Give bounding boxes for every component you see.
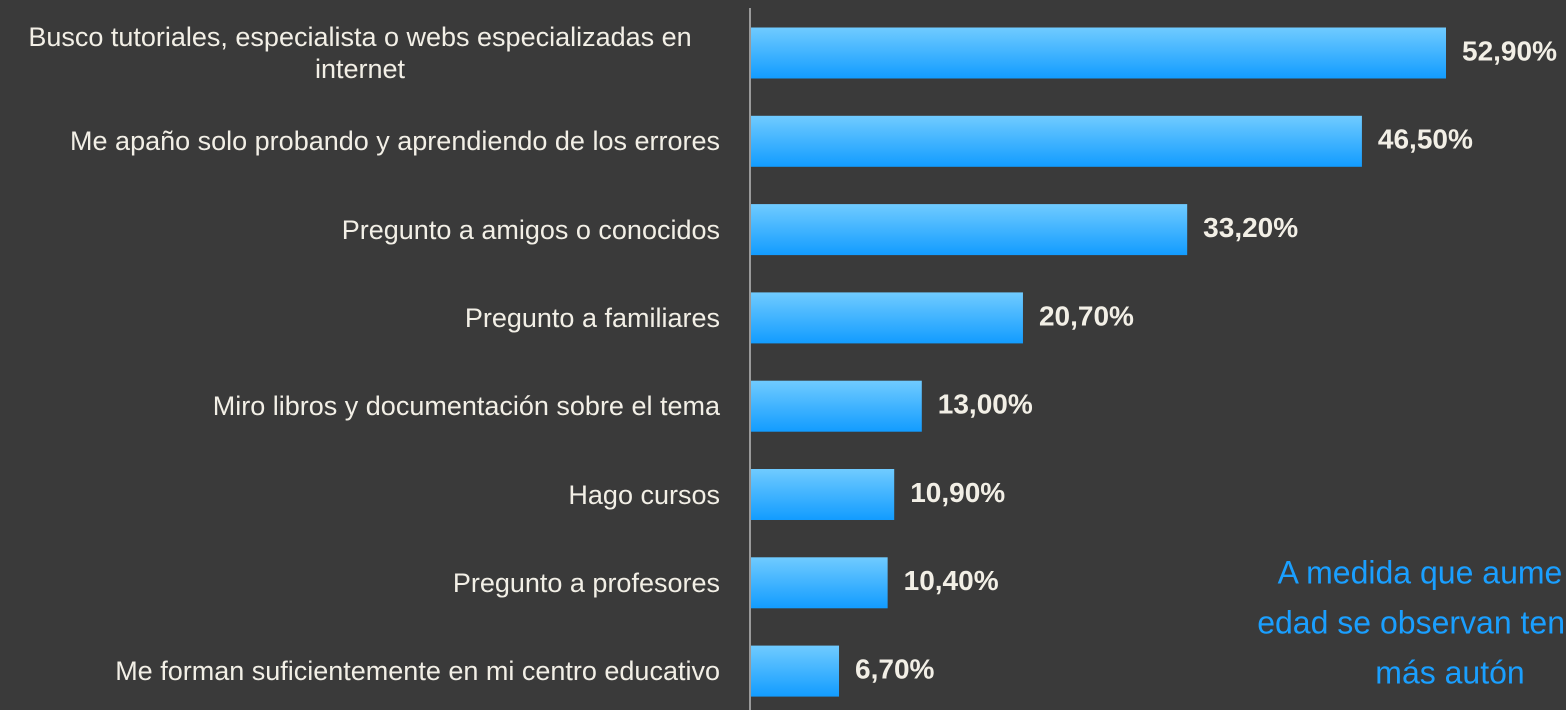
annotation: edad se observan tend [1257, 604, 1566, 640]
category-label: Miro libros y documentación sobre el tem… [212, 391, 720, 422]
value-label: 10,40% [904, 565, 999, 596]
bar [751, 557, 888, 609]
category-label: Pregunto a profesores [452, 567, 720, 598]
value-label: 20,70% [1039, 300, 1134, 331]
category-label: Busco tutoriales, especialista o webs es… [28, 22, 692, 84]
value-label: 13,00% [938, 389, 1033, 420]
bar [751, 27, 1446, 79]
value-label: 10,90% [910, 477, 1005, 508]
value-label: 6,70% [855, 653, 934, 684]
annotation: A medida que aume [1278, 554, 1563, 590]
value-label: 33,20% [1203, 212, 1298, 243]
bar [751, 645, 840, 697]
bar [751, 292, 1023, 344]
category-label: Me forman suficientemente en mi centro e… [115, 656, 720, 687]
category-label: Me apaño solo probando y aprendiendo de … [70, 126, 720, 157]
annotation: más autón [1375, 654, 1524, 690]
value-label: 46,50% [1378, 124, 1473, 155]
bar [751, 115, 1362, 167]
bar [751, 204, 1188, 256]
value-label: 52,90% [1462, 35, 1557, 66]
bar [751, 469, 895, 520]
category-label: Pregunto a familiares [464, 302, 720, 333]
category-label: Pregunto a amigos o conocidos [341, 214, 720, 245]
bar [751, 380, 922, 432]
category-label: Hago cursos [568, 479, 720, 510]
